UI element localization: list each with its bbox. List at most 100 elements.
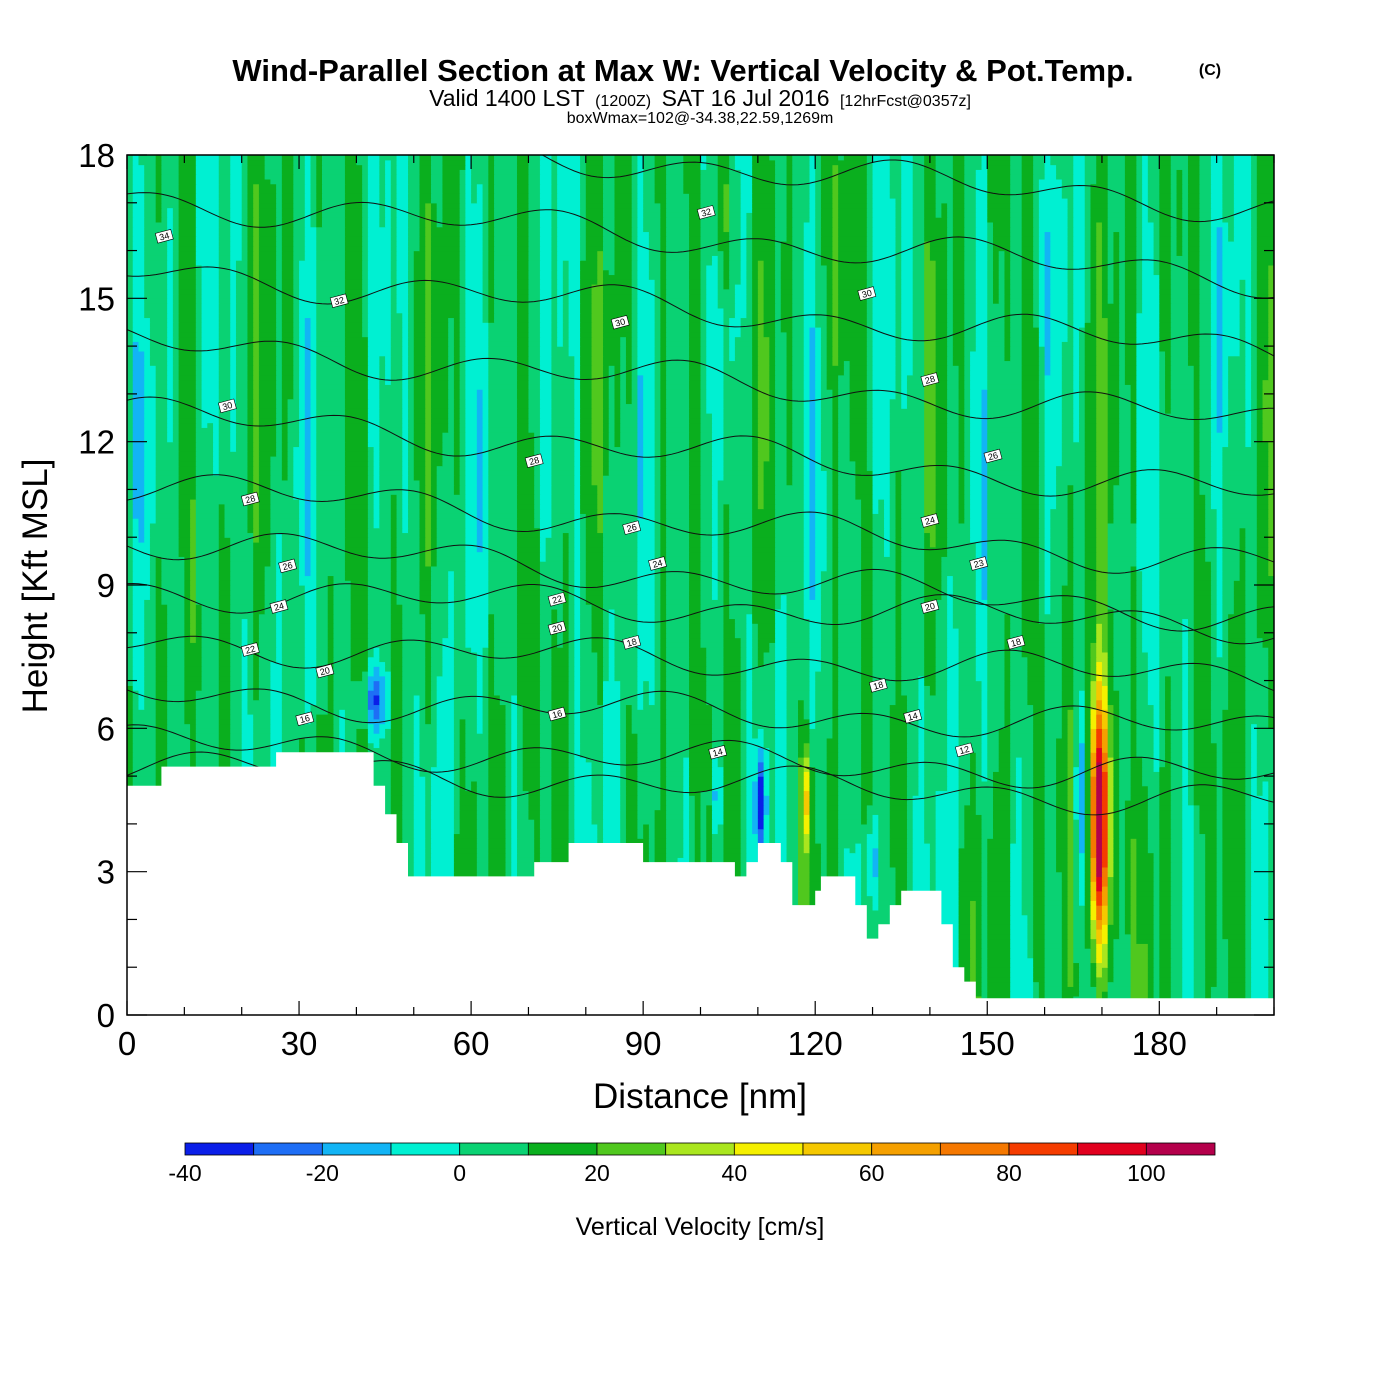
field-cell bbox=[1010, 790, 1017, 796]
field-cell bbox=[1222, 895, 1246, 901]
field-cell bbox=[1044, 890, 1063, 897]
field-cell bbox=[861, 862, 868, 868]
field-cell bbox=[1044, 919, 1063, 925]
field-cell bbox=[981, 948, 988, 954]
field-cell bbox=[1136, 895, 1155, 901]
field-cell bbox=[1044, 976, 1063, 983]
field-cell bbox=[1101, 862, 1109, 868]
field-cell bbox=[1245, 986, 1252, 992]
field-cell bbox=[815, 819, 828, 825]
field-cell bbox=[872, 871, 879, 878]
field-cell bbox=[803, 838, 811, 844]
field-cell bbox=[1056, 819, 1069, 825]
field-cell bbox=[1159, 823, 1172, 830]
field-cell bbox=[1147, 790, 1160, 796]
field-cell bbox=[1147, 943, 1155, 949]
field-cell bbox=[625, 833, 639, 839]
field-cell bbox=[1182, 823, 1195, 830]
field-cell bbox=[809, 776, 816, 782]
field-cell bbox=[402, 847, 415, 854]
field-cell bbox=[1073, 900, 1080, 906]
field-cell bbox=[992, 823, 1011, 830]
field-cell bbox=[505, 857, 512, 863]
field-cell bbox=[1096, 843, 1103, 849]
field-cell bbox=[786, 776, 799, 782]
field-cell bbox=[516, 823, 535, 830]
field-cell bbox=[1107, 972, 1115, 978]
field-cell bbox=[1216, 857, 1223, 863]
field-cell bbox=[1044, 847, 1057, 854]
field-cell bbox=[1056, 780, 1069, 787]
field-cell bbox=[1090, 776, 1097, 782]
field-cell bbox=[1107, 952, 1115, 959]
field-cell bbox=[723, 790, 742, 796]
field-cell bbox=[1021, 833, 1034, 839]
field-cell bbox=[574, 771, 593, 777]
field-cell bbox=[1067, 976, 1074, 983]
field-cell bbox=[798, 804, 805, 811]
field-cell bbox=[654, 833, 667, 839]
field-cell bbox=[1044, 857, 1057, 863]
field-cell bbox=[1079, 823, 1086, 830]
field-cell bbox=[476, 828, 489, 835]
field-cell bbox=[1159, 780, 1172, 787]
field-cell bbox=[981, 943, 988, 949]
field-cell bbox=[453, 771, 461, 777]
field-cell bbox=[1090, 814, 1097, 820]
field-cell bbox=[1245, 890, 1252, 897]
field-cell bbox=[1222, 886, 1246, 892]
field-cell bbox=[1096, 795, 1103, 801]
field-cell bbox=[947, 957, 960, 964]
field-cell bbox=[1170, 838, 1183, 844]
field-cell bbox=[1222, 881, 1246, 887]
field-cell bbox=[1187, 800, 1195, 806]
field-cell bbox=[889, 843, 908, 849]
field-cell bbox=[878, 833, 891, 839]
field-cell bbox=[459, 780, 466, 787]
field-cell bbox=[1193, 890, 1206, 897]
field-cell bbox=[1096, 833, 1103, 839]
field-cell bbox=[1170, 843, 1183, 849]
field-cell bbox=[866, 876, 879, 882]
field-cell bbox=[786, 800, 799, 806]
field-cell bbox=[1067, 776, 1074, 782]
field-cell bbox=[603, 776, 621, 782]
field-cell bbox=[1079, 776, 1086, 782]
field-cell bbox=[1245, 795, 1252, 801]
field-cell bbox=[694, 819, 702, 825]
field-cell bbox=[1222, 900, 1246, 906]
field-cell bbox=[1079, 814, 1086, 820]
field-cell bbox=[1222, 795, 1246, 801]
field-cell bbox=[872, 900, 879, 906]
field-cell bbox=[838, 847, 845, 854]
field-cell bbox=[1027, 938, 1034, 944]
field-cell bbox=[981, 876, 988, 882]
field-cell bbox=[1119, 919, 1126, 925]
field-cell bbox=[1107, 948, 1115, 954]
field-cell bbox=[1015, 795, 1023, 801]
field-cell bbox=[803, 785, 811, 792]
field-cell bbox=[981, 905, 988, 911]
field-cell bbox=[1153, 914, 1160, 921]
field-cell bbox=[402, 843, 415, 849]
field-cell bbox=[1159, 929, 1172, 935]
field-cell bbox=[740, 790, 747, 796]
field-cell bbox=[1159, 895, 1172, 901]
field-cell bbox=[425, 838, 432, 844]
field-cell bbox=[568, 819, 575, 825]
field-cell bbox=[1170, 823, 1183, 830]
field-cell bbox=[1159, 943, 1172, 949]
field-cell bbox=[1170, 919, 1183, 925]
field-cell bbox=[1101, 909, 1109, 916]
field-cell bbox=[666, 800, 684, 806]
field-cell bbox=[402, 800, 415, 806]
field-cell bbox=[1084, 943, 1092, 949]
field-cell bbox=[1033, 924, 1046, 930]
field-cell bbox=[1216, 823, 1223, 830]
field-cell bbox=[975, 909, 983, 916]
field-cell bbox=[987, 905, 1011, 911]
field-cell bbox=[992, 833, 1011, 839]
field-cell bbox=[1245, 785, 1252, 792]
field-cell bbox=[1079, 871, 1086, 878]
field-cell bbox=[1130, 991, 1149, 997]
